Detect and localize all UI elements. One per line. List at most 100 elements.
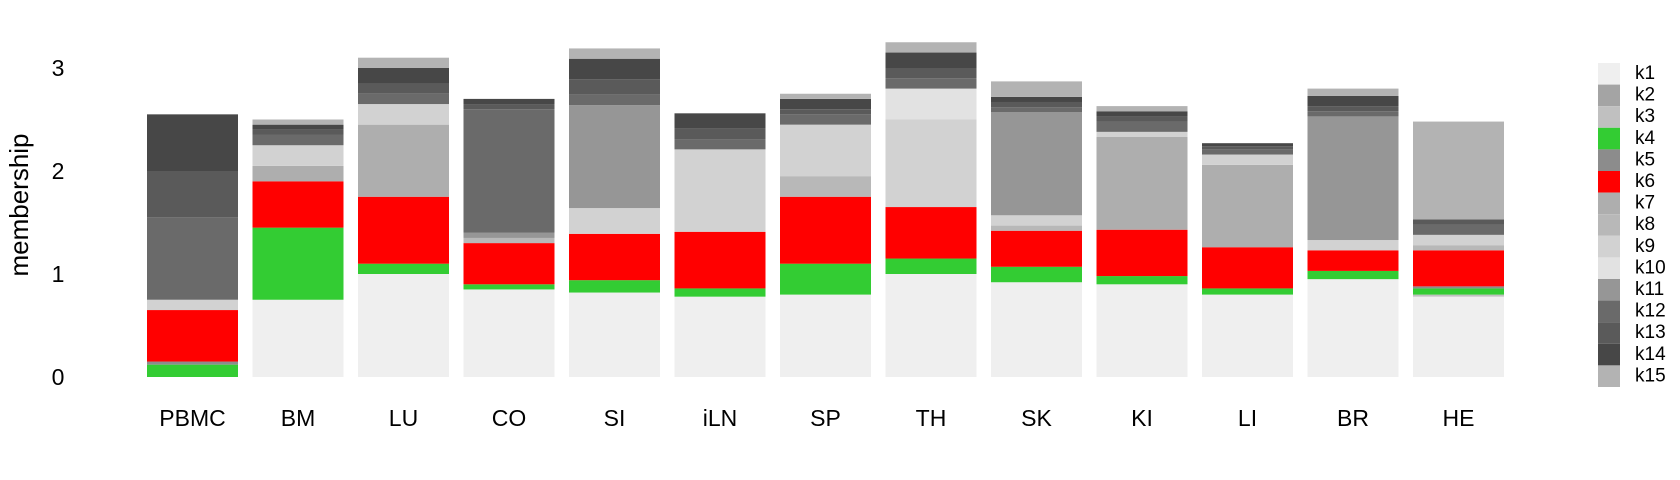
segment-k14-iLN [674, 113, 766, 129]
segment-k4-LI [1202, 288, 1293, 295]
segment-k13-TH [885, 68, 977, 79]
segment-k15-HE [1413, 121, 1504, 220]
segment-k8-SK [991, 225, 1082, 231]
y-tick-label: 1 [52, 261, 65, 287]
segment-k12-SK [991, 107, 1082, 113]
legend-swatch-k14 [1598, 343, 1620, 366]
legend-label: k12 [1635, 301, 1666, 322]
legend-label: k9 [1635, 236, 1655, 257]
legend-label: k3 [1635, 106, 1655, 127]
segment-k13-CO [463, 104, 555, 110]
legend-label: k15 [1635, 365, 1666, 386]
legend-swatch-k7 [1598, 192, 1620, 215]
segment-k14-SI [569, 58, 660, 80]
legend-label: k11 [1635, 279, 1664, 300]
legend-label: k4 [1635, 128, 1656, 149]
segment-k11-SK [991, 112, 1082, 216]
group-CO [463, 98, 555, 377]
segment-k12-HE [1413, 224, 1504, 235]
segment-k1-TH [885, 274, 977, 377]
segment-k4-SI [569, 280, 660, 293]
y-axis-title: membership [4, 133, 34, 276]
group-LU [358, 57, 449, 377]
segment-k11-BR [1307, 116, 1399, 241]
segment-k12-LU [358, 93, 449, 105]
y-tick-label: 2 [52, 158, 65, 184]
group-LI [1202, 143, 1293, 377]
segment-k4-SK [991, 266, 1082, 283]
segment-k14-PBMC [147, 114, 238, 171]
segment-k14-LU [358, 68, 449, 84]
segment-k7-KI [1096, 137, 1188, 230]
segment-k12-PBMC [147, 217, 238, 300]
segment-k12-LI [1202, 149, 1293, 155]
x-tick-label: LI [1238, 405, 1257, 431]
segment-k13-SP [780, 109, 871, 115]
segment-k15-SI [569, 48, 660, 59]
legend-swatch-k6 [1598, 171, 1620, 193]
y-axis: 0 1 2 3 [52, 55, 65, 390]
legend-swatch-k4 [1598, 127, 1620, 150]
segment-k12-TH [885, 78, 977, 89]
segment-k6-TH [885, 207, 977, 259]
segment-k4-iLN [674, 288, 766, 297]
legend-swatch-k12 [1598, 300, 1620, 323]
y-tick-label: 0 [52, 364, 65, 390]
segment-k15-KI [1096, 106, 1188, 112]
legend-swatch-k10 [1598, 257, 1620, 279]
legend-label: k7 [1635, 193, 1655, 214]
segment-k13-PBMC [147, 171, 238, 218]
group-TH [885, 42, 977, 377]
segment-k13-BR [1307, 106, 1399, 112]
segment-k4-TH [885, 258, 977, 274]
plot-area [147, 42, 1504, 377]
group-SI [569, 48, 660, 377]
segment-k6-CO [463, 243, 555, 285]
segment-k12-iLN [674, 139, 766, 150]
segment-k12-KI [1096, 121, 1188, 132]
segment-k9-LI [1202, 154, 1293, 165]
x-tick-label: LU [389, 405, 418, 431]
legend-swatch-k13 [1598, 322, 1620, 344]
segment-k7-LU [358, 124, 449, 197]
segment-k6-LI [1202, 247, 1293, 289]
segment-k1-CO [463, 289, 555, 377]
group-SK [991, 81, 1082, 377]
x-tick-label: KI [1131, 405, 1153, 431]
group-BM [252, 119, 344, 377]
segment-k1-SP [780, 294, 871, 377]
legend-swatch-k9 [1598, 235, 1620, 258]
legend-swatch-k8 [1598, 214, 1620, 236]
x-tick-label: BM [281, 405, 316, 431]
segment-k4-KI [1096, 276, 1188, 285]
segment-k1-iLN [674, 296, 766, 377]
segment-k14-CO [463, 98, 555, 105]
segment-k6-PBMC [147, 310, 238, 362]
segment-k4-HE [1413, 288, 1504, 295]
x-tick-label: BR [1337, 405, 1369, 431]
x-tick-label: iLN [703, 405, 738, 431]
legend-swatch-k3 [1598, 106, 1620, 128]
segment-k14-BM [252, 124, 344, 130]
segment-k6-LU [358, 196, 449, 264]
legend-label: k6 [1635, 171, 1655, 192]
segment-k12-BM [252, 134, 344, 146]
segment-k14-TH [885, 52, 977, 68]
segment-k1-BM [252, 299, 344, 377]
segment-k6-KI [1096, 229, 1188, 277]
x-axis-labels: PBMC BM LU CO SI iLN SP TH SK KI LI BR HE [159, 405, 1474, 431]
segment-k12-SI [569, 94, 660, 106]
segment-k10-TH [885, 88, 977, 120]
legend-swatch-k1 [1598, 63, 1620, 85]
segment-k1-SK [991, 282, 1082, 377]
segment-k9-PBMC [147, 299, 238, 311]
segment-k6-BR [1307, 250, 1399, 271]
legend-label: k10 [1635, 257, 1666, 278]
segment-k12-CO [463, 109, 555, 233]
segment-k14-SP [780, 98, 871, 110]
legend-label: k2 [1635, 85, 1655, 106]
segment-k14-BR [1307, 95, 1399, 107]
group-iLN [674, 113, 766, 377]
segment-k5-PBMC [147, 361, 238, 365]
segment-k9-LU [358, 104, 449, 125]
